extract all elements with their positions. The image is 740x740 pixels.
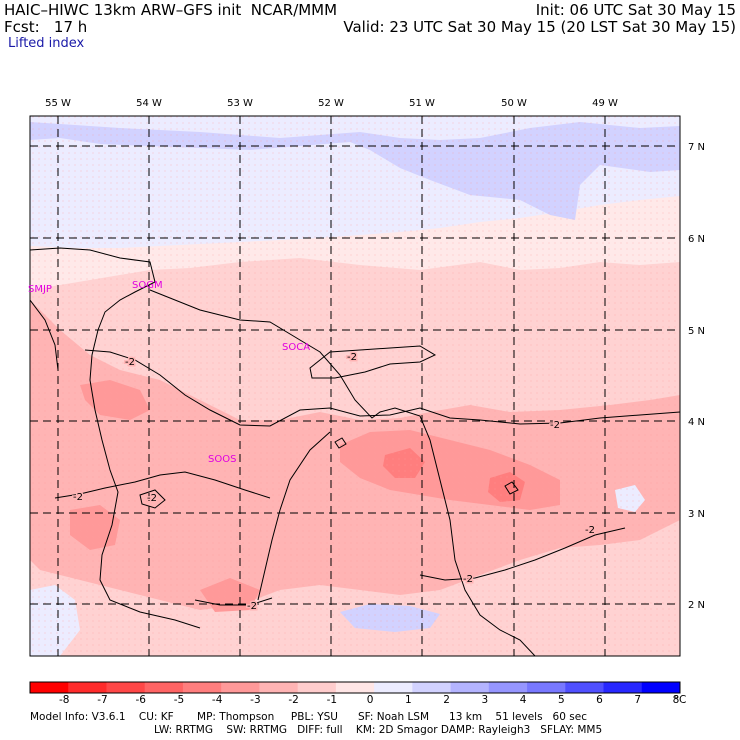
contour-label: -2	[550, 420, 560, 431]
colorbar-tick-label: 3	[481, 694, 489, 706]
colorbar-tick-label: -2	[288, 694, 299, 706]
colorbar	[29, 681, 681, 694]
contour-label: -2	[585, 525, 595, 536]
lon-label: 50 W	[501, 98, 527, 109]
colorbar-tick-label: -6	[135, 694, 146, 706]
map-frame	[29, 115, 681, 657]
forecast-hour: Fcst: 17 h	[4, 18, 88, 36]
colorbar-tick-label: 6	[596, 694, 603, 706]
lat-label: 7 N	[688, 142, 705, 153]
colorbar-swatch	[641, 682, 681, 693]
colorbar-swatch	[565, 682, 605, 693]
contour-label: -2	[147, 493, 157, 504]
colorbar-swatch	[144, 682, 184, 693]
colorbar-tick-label: 1	[405, 694, 412, 706]
lon-label: 54 W	[136, 98, 162, 109]
model-info-line1: Model Info: V3.6.1 CU: KF MP: Thompson P…	[30, 711, 587, 723]
model-title: HAIC–HIWC 13km ARW–GFS init NCAR/MMM	[4, 1, 338, 19]
contour-minus2-a	[84, 349, 680, 427]
colorbar-tick-label: 0	[366, 694, 374, 706]
latlon-grid	[30, 116, 680, 656]
station-soos: SOOS	[208, 454, 236, 465]
lon-label: 49 W	[592, 98, 618, 109]
lat-label: 6 N	[688, 234, 705, 245]
colorbar-unit: °C	[673, 694, 687, 706]
colorbar-swatch	[374, 682, 413, 693]
colorbar-tick-label: -8	[58, 694, 70, 706]
station-soca: SOCA	[282, 342, 310, 353]
colorbar-swatch	[30, 682, 69, 693]
colorbar-swatch	[488, 682, 528, 693]
contour-minus3-h	[504, 481, 519, 495]
station-smjp: SMJP	[28, 284, 52, 295]
border-surinam-brazil	[257, 431, 331, 601]
lat-label: 3 N	[688, 509, 705, 520]
colorbar-tick-label: -3	[250, 694, 261, 706]
river-line	[30, 299, 59, 371]
colorbar-swatch	[68, 682, 107, 693]
colorbar-tick-label: -5	[173, 694, 185, 706]
colorbar-tick-label: -4	[211, 694, 223, 706]
colorbar-swatch	[527, 682, 566, 693]
model-info-line2: LW: RRTMG SW: RRTMG DIFF: full KM: 2D Sm…	[154, 724, 603, 736]
colorbar-tick-label: -1	[326, 694, 338, 706]
colorbar-tick-label: 7	[634, 694, 642, 706]
contour-minus2-g	[334, 437, 347, 449]
contour-label: -2	[73, 492, 83, 503]
colorbar-swatch	[259, 682, 299, 693]
colorbar-tick-label: 2	[443, 694, 450, 706]
contour-minus2-e	[194, 597, 273, 606]
init-time: Init: 06 UTC Sat 30 May 15	[535, 1, 736, 19]
colorbar-swatch	[335, 682, 375, 693]
contour-minus2-d	[419, 527, 626, 581]
valid-time: Valid: 23 UTC Sat 30 May 15 (20 LST Sat …	[343, 18, 736, 36]
coastline	[30, 247, 201, 629]
contour-label: -2	[247, 601, 257, 612]
lon-label: 53 W	[227, 98, 253, 109]
lon-label: 52 W	[318, 98, 344, 109]
contour-label: -2	[125, 357, 135, 368]
colorbar-tick-label: 5	[557, 694, 565, 706]
border-guyane	[149, 289, 536, 656]
colorbar-swatch	[221, 682, 260, 693]
lon-label: 55 W	[45, 98, 71, 109]
colorbar-swatch	[182, 682, 222, 693]
contour-label: -2	[347, 352, 357, 363]
colorbar-swatch	[106, 682, 146, 693]
colorbar-tick-label: -7	[97, 694, 108, 706]
colorbar-swatch	[450, 682, 490, 693]
lon-label: 51 W	[409, 98, 435, 109]
colorbar-tick-label: 8	[672, 694, 680, 706]
lat-label: 2 N	[688, 600, 705, 611]
field-name: Lifted index	[8, 36, 85, 51]
colorbar-tick-label: 4	[519, 694, 527, 706]
lat-label: 4 N	[688, 417, 705, 428]
colorbar-outline	[29, 681, 681, 694]
colorbar-swatch	[412, 682, 452, 693]
contour-label: -2	[463, 574, 473, 585]
contour-minus2-c	[54, 471, 271, 499]
colorbar-swatch	[603, 682, 643, 693]
colorbar-swatch	[297, 682, 337, 693]
lat-label: 5 N	[688, 326, 705, 337]
contour-minus2-f	[139, 489, 166, 509]
station-sogm: SOGM	[132, 280, 163, 291]
